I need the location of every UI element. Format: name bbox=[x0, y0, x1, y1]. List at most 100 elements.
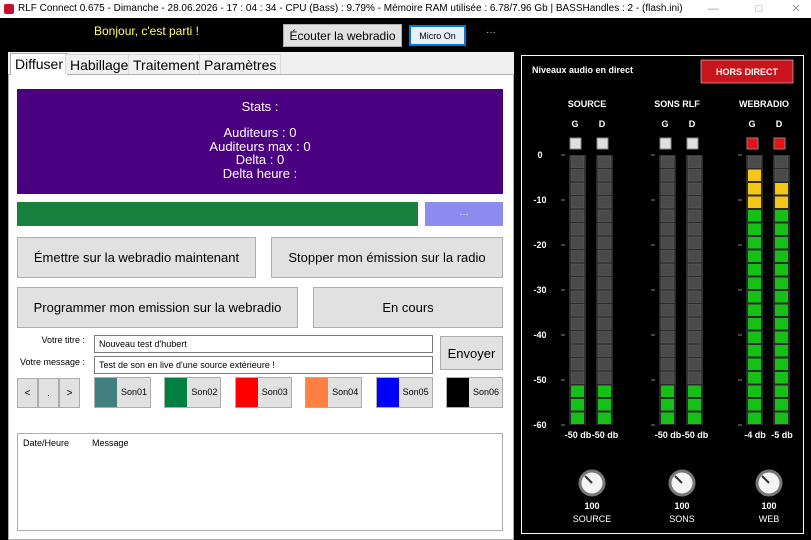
meter-segment bbox=[597, 304, 612, 317]
level-label: -50 db bbox=[592, 430, 619, 440]
tab[interactable]: Paramètres bbox=[199, 54, 282, 74]
meter-frame bbox=[659, 155, 676, 425]
meter-segment bbox=[687, 358, 702, 371]
level-label: -50 db bbox=[565, 430, 592, 440]
meter-segment bbox=[597, 331, 612, 344]
action-button[interactable]: Stopper mon émission sur la radio bbox=[271, 237, 503, 278]
meter-segment bbox=[660, 236, 675, 249]
meter-segment-lit bbox=[775, 223, 788, 235]
meter-frame bbox=[773, 155, 790, 425]
knob-label: SOURCE bbox=[573, 514, 612, 524]
meter-segment bbox=[597, 236, 612, 249]
levels-panel: Niveaux audio en direct HORS DIRECT 0 -10… bbox=[521, 55, 804, 534]
sound-button[interactable]: Son03 bbox=[234, 377, 292, 408]
meter-segment bbox=[660, 317, 675, 330]
sound-button[interactable]: Son01 bbox=[94, 377, 151, 408]
nav-button[interactable]: . bbox=[38, 378, 59, 408]
meter-segment bbox=[687, 169, 702, 182]
message-input[interactable]: Test de son en live d'une source extérie… bbox=[94, 356, 433, 374]
status-button[interactable] bbox=[700, 59, 794, 84]
meter-segment-lit bbox=[748, 210, 761, 222]
meter-segment bbox=[747, 155, 762, 168]
meter-segment-lit bbox=[775, 385, 788, 397]
sound-label: Son04 bbox=[332, 387, 359, 397]
scale-label: -40 bbox=[533, 330, 546, 340]
sound-button[interactable]: Son06 bbox=[446, 377, 503, 408]
meter-frame bbox=[686, 155, 703, 425]
knob-label: WEB bbox=[759, 514, 780, 524]
knob-value: 100 bbox=[674, 501, 689, 511]
meter-segment-lit bbox=[571, 385, 584, 397]
sound-button[interactable]: Son05 bbox=[375, 377, 433, 408]
level-label: -5 db bbox=[771, 430, 793, 440]
meter-segment bbox=[660, 223, 675, 236]
sound-button[interactable]: Son02 bbox=[164, 377, 222, 408]
level-label: -4 db bbox=[744, 430, 766, 440]
channel-label: G bbox=[661, 119, 668, 129]
nav-button[interactable]: > bbox=[59, 378, 80, 408]
stats-line: Delta : 0 bbox=[235, 152, 285, 167]
knob-pointer bbox=[761, 475, 770, 484]
meter-segment bbox=[687, 371, 702, 384]
meter-segment bbox=[570, 250, 585, 263]
meter-segment bbox=[597, 196, 612, 209]
knob-pointer bbox=[584, 475, 593, 484]
meter-segment-lit bbox=[775, 331, 788, 343]
maximize-button[interactable]: □ bbox=[755, 3, 763, 15]
meter-segment bbox=[570, 277, 585, 290]
meter-segment bbox=[660, 371, 675, 384]
meter-segment bbox=[774, 155, 789, 168]
minimize-button[interactable]: — bbox=[707, 3, 719, 15]
nav-button[interactable]: < bbox=[17, 378, 38, 408]
meter-segment-lit bbox=[748, 277, 761, 289]
progress-bar bbox=[17, 202, 418, 226]
sound-button[interactable]: Son04 bbox=[305, 377, 363, 408]
action-button[interactable]: Émettre sur la webradio maintenant bbox=[17, 237, 256, 278]
field-label: Votre titre : bbox=[41, 335, 85, 345]
meter-segment bbox=[597, 263, 612, 276]
meter-segment bbox=[660, 304, 675, 317]
meter-segment bbox=[687, 344, 702, 357]
meter-segment-lit bbox=[775, 210, 788, 222]
tab[interactable]: Habillage bbox=[65, 54, 134, 74]
tab[interactable]: Diffuser bbox=[10, 53, 68, 75]
meter-segment bbox=[597, 209, 612, 222]
channel-label: D bbox=[599, 119, 606, 129]
meter-segment bbox=[597, 317, 612, 330]
meter-segment-lit bbox=[775, 250, 788, 262]
meter-segment-lit bbox=[775, 277, 788, 289]
greeting: Bonjour, c'est parti ! bbox=[94, 24, 200, 38]
meter-segment-lit bbox=[748, 237, 761, 249]
stats-line: Auditeurs max : 0 bbox=[209, 139, 311, 154]
title-input[interactable]: Nouveau test d'hubert bbox=[94, 335, 433, 353]
meter-segment bbox=[597, 290, 612, 303]
channel-indicator bbox=[686, 137, 699, 150]
mic-button[interactable]: Micro On bbox=[409, 25, 466, 46]
meter-segment bbox=[570, 223, 585, 236]
meter bbox=[660, 155, 675, 424]
meter-segment bbox=[660, 182, 675, 195]
tab[interactable]: Traitement bbox=[128, 54, 205, 74]
more-button[interactable]: ··· bbox=[486, 27, 496, 38]
meter-segment bbox=[597, 358, 612, 371]
meter-segment bbox=[570, 371, 585, 384]
meter-segment bbox=[660, 196, 675, 209]
action-button[interactable]: Programmer mon emission sur la webradio bbox=[17, 287, 298, 328]
meter-segment bbox=[687, 236, 702, 249]
meter-segment-lit bbox=[775, 264, 788, 276]
send-button[interactable]: Envoyer bbox=[440, 336, 503, 370]
meter-frame bbox=[746, 155, 763, 425]
close-button[interactable]: ✕ bbox=[791, 3, 801, 15]
action-button[interactable]: En cours bbox=[313, 287, 503, 328]
sound-color bbox=[95, 378, 117, 407]
progress-button[interactable]: ··· bbox=[425, 202, 503, 226]
meter-segment-lit bbox=[748, 291, 761, 303]
meter-segment bbox=[687, 317, 702, 330]
listen-button[interactable]: Écouter la webradio bbox=[283, 24, 402, 47]
meter-segment bbox=[660, 344, 675, 357]
meter-segment bbox=[660, 209, 675, 222]
levels-frame bbox=[521, 55, 804, 534]
meter-segment bbox=[597, 182, 612, 195]
meter-segment-lit bbox=[748, 196, 761, 208]
meter-segment-lit bbox=[688, 385, 701, 397]
